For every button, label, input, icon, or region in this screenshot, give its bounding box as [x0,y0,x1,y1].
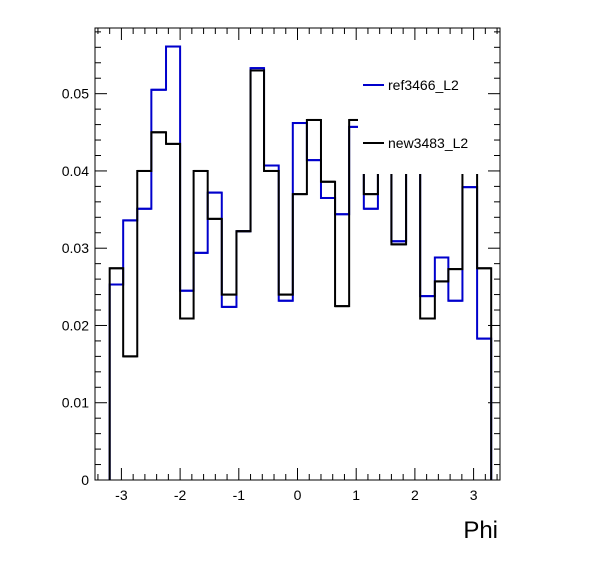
x-tick-label: 2 [411,487,419,503]
axis-ticks [95,28,500,481]
y-tick-labels: 0 0.01 0.02 0.03 0.04 0.05 [62,86,89,488]
y-tick-label: 0.04 [62,163,89,179]
x-tick-label: -3 [115,487,128,503]
legend-label-new3483-l2: new3483_L2 [388,135,468,151]
legend-label-ref3466-l2: ref3466_L2 [388,77,459,93]
y-tick-label: 0 [81,472,89,488]
series-ref3466-l2 [108,45,493,480]
y-tick-label: 0.03 [62,240,89,256]
x-tick-labels: -3 -2 -1 0 1 2 3 [115,487,478,503]
y-tick-label: 0.05 [62,86,89,102]
legend-box [358,62,484,174]
x-tick-label: 3 [470,487,478,503]
x-axis-title: Phi [463,517,498,544]
x-tick-label: 0 [294,487,302,503]
x-tick-label: -1 [233,487,246,503]
y-tick-label: 0.02 [62,317,89,333]
y-tick-label: 0.01 [62,395,89,411]
x-tick-label: -2 [174,487,187,503]
x-tick-label: 1 [352,487,360,503]
legend: ref3466_L2 new3483_L2 [358,62,484,174]
